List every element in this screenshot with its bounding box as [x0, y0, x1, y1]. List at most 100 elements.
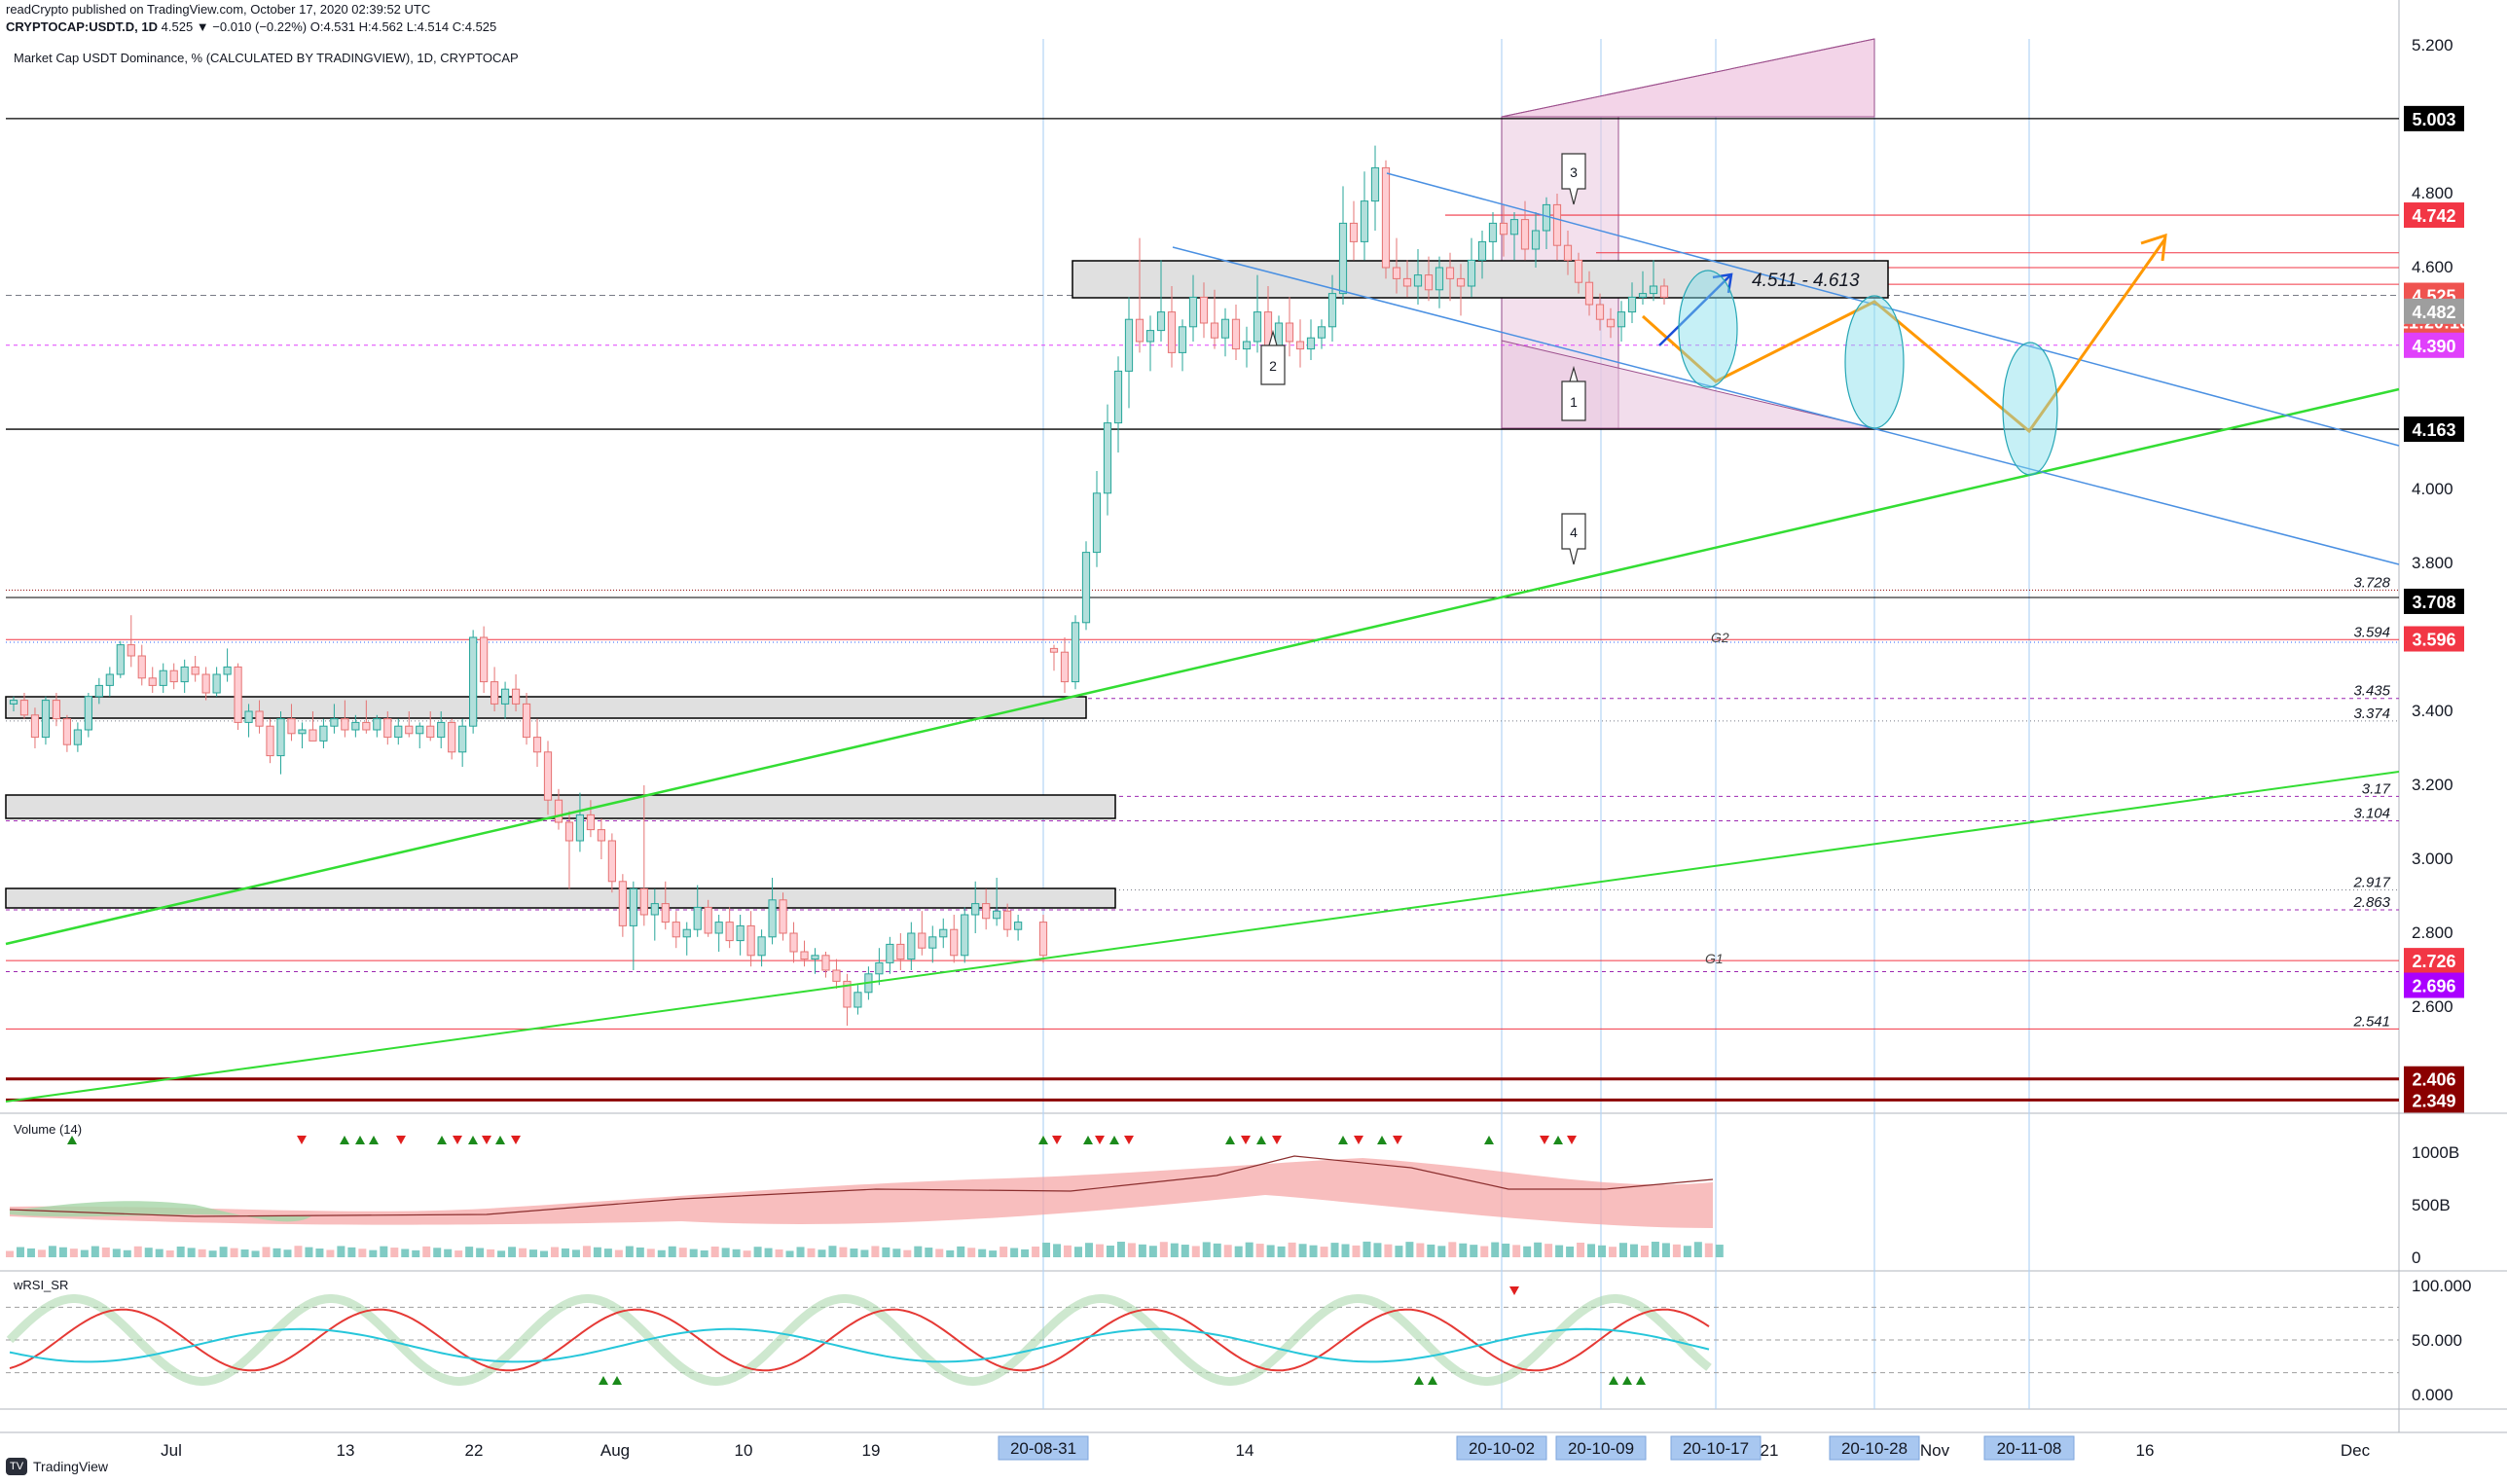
rsi-buy-icon: [1414, 1376, 1424, 1385]
volume-ma-line: [9, 1155, 1714, 1217]
candle-body: [341, 718, 349, 731]
volume-bar: [1502, 1243, 1510, 1257]
volume-bar: [262, 1247, 271, 1257]
candle-body: [1113, 370, 1123, 424]
candle-body: [993, 910, 1001, 920]
candle-body: [1145, 330, 1155, 343]
volume-band-green: [10, 1201, 311, 1222]
candle-body: [650, 903, 659, 916]
candle-body: [276, 718, 285, 757]
volume-bar: [593, 1247, 601, 1257]
volume-bar: [337, 1246, 345, 1257]
candle-body: [607, 840, 616, 883]
candle-body: [1649, 285, 1658, 295]
rsi-buy-icon: [1622, 1376, 1632, 1385]
volume-bar: [1074, 1247, 1082, 1257]
volume-bar: [1395, 1246, 1403, 1257]
buy-signal-icon: [1038, 1136, 1048, 1144]
candle-body: [212, 673, 221, 694]
tradingview-logo-icon: TV: [6, 1458, 27, 1475]
rsi-buy-icon: [1428, 1376, 1437, 1385]
candle-body: [1124, 318, 1134, 372]
candle-body: [768, 899, 777, 938]
tradingview-logo-text: TradingView: [33, 1459, 109, 1474]
volume-bar: [678, 1248, 687, 1257]
volume-bar: [796, 1247, 805, 1257]
candle-body: [62, 718, 72, 745]
volume-bar: [1651, 1242, 1659, 1257]
volume-bar: [315, 1249, 324, 1257]
level-label: 2.541: [2352, 1013, 2390, 1030]
candle-body: [480, 636, 489, 683]
volume-bar: [283, 1249, 292, 1257]
candle-body: [1595, 304, 1605, 320]
volume-bar: [508, 1247, 517, 1257]
candle-body: [1584, 281, 1594, 306]
symbol-name[interactable]: CRYPTOCAP:USDT.D, 1D: [6, 19, 159, 34]
volume-bar: [519, 1248, 527, 1257]
sell-signal-icon: [1354, 1136, 1363, 1144]
date-highlight-box: [1456, 1435, 1547, 1461]
rsi-cyan-line: [9, 1327, 1710, 1363]
drawing-overlays-front: 4.511 - 4.613 G2 G1 1 2 3 4 3.728 3.594 3.435 3.37…: [5, 38, 2400, 1103]
volume-bar: [497, 1250, 506, 1257]
rsi-signal-line: [9, 1308, 1710, 1372]
candle-body: [939, 928, 948, 938]
candle-body: [736, 924, 745, 942]
volume-bar: [1255, 1244, 1264, 1257]
candle-body: [30, 714, 40, 739]
candle-body: [52, 700, 61, 720]
volume-bar: [540, 1250, 548, 1257]
volume-bar: [1320, 1247, 1328, 1257]
volume-bar: [1138, 1244, 1146, 1257]
candle-body: [9, 700, 18, 705]
candle-body: [672, 922, 680, 938]
rsi-tick: 0.000: [2412, 1386, 2453, 1404]
volume-bar: [91, 1246, 99, 1257]
candle-body: [405, 725, 414, 735]
volume-bar: [1544, 1244, 1553, 1257]
buy-signal-icon: [355, 1136, 365, 1144]
buy-signal-icon: [369, 1136, 379, 1144]
volume-bar: [1715, 1245, 1724, 1257]
volume-bar: [48, 1246, 56, 1257]
volume-bar: [1661, 1243, 1670, 1257]
candle-body: [1220, 318, 1230, 339]
volume-bar: [133, 1246, 142, 1257]
candle-body: [191, 666, 200, 675]
tradingview-logo[interactable]: TV TradingView: [6, 1458, 108, 1475]
candle-body: [1060, 651, 1070, 683]
sell-signal-icon: [396, 1136, 406, 1144]
volume-bar: [625, 1246, 634, 1257]
candle-body: [1563, 244, 1573, 261]
date-highlight-text: 20-11-08: [1997, 1439, 2062, 1458]
candle-body: [971, 903, 980, 916]
time-tick: 13: [337, 1441, 355, 1460]
volume-bar: [850, 1249, 858, 1257]
callout-4: 4: [1561, 513, 1586, 565]
volume-bar: [1021, 1249, 1030, 1257]
volume-bar: [1672, 1244, 1681, 1257]
volume-bar: [240, 1249, 249, 1257]
volume-bar: [764, 1248, 773, 1257]
candle-body: [543, 751, 553, 801]
candle-body: [1392, 267, 1401, 279]
volume-bar: [925, 1248, 933, 1257]
volume-bar: [1459, 1243, 1468, 1257]
price-tick: 3.800: [2412, 554, 2453, 572]
buy-signal-icon: [1109, 1136, 1119, 1144]
candle-body: [148, 677, 157, 686]
volume-bar: [1106, 1246, 1114, 1257]
volume-bar: [1693, 1242, 1702, 1257]
candle-body: [950, 928, 959, 957]
price-label-text: 4.482: [2412, 303, 2455, 322]
candle-body: [330, 718, 339, 727]
candle-body: [41, 700, 51, 739]
volume-bar: [1298, 1244, 1307, 1257]
candle-body: [1413, 274, 1423, 287]
volume-bar: [272, 1248, 281, 1257]
candle-body: [800, 951, 809, 960]
candle-body: [1317, 326, 1326, 339]
projection-path: [1642, 237, 2167, 434]
time-tick: 19: [862, 1441, 881, 1460]
